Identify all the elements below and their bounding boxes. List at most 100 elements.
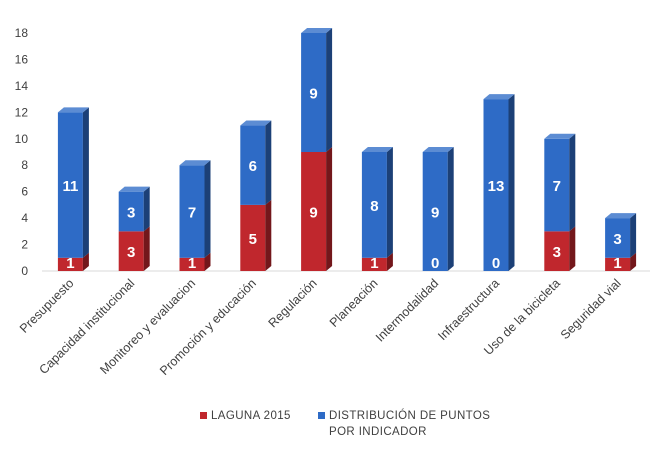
x-tick-label: Intermodalidad <box>373 276 441 344</box>
x-tick-label: Planeación <box>327 276 381 330</box>
bar-top <box>118 186 150 192</box>
bar-front <box>179 257 205 271</box>
bar-side <box>204 160 211 258</box>
bar-side <box>204 252 211 271</box>
data-label-distribucion: 3 <box>613 231 621 248</box>
x-tick-label: Infraestructura <box>435 276 502 343</box>
bar-1-laguna-2015 <box>118 226 150 271</box>
data-label-laguna-2015: 1 <box>66 255 74 272</box>
data-label-laguna-2015: 1 <box>613 255 621 272</box>
bar-3-distribucion <box>240 120 272 205</box>
y-tick-label: 8 <box>21 158 28 172</box>
bar-8-laguna-2015 <box>544 226 576 271</box>
y-tick-label: 0 <box>21 264 28 278</box>
data-label-laguna-2015: 1 <box>188 255 196 272</box>
legend-item-laguna-2015: LAGUNA 2015 <box>200 410 290 422</box>
bar-side <box>386 252 393 271</box>
data-label-laguna-2015: 0 <box>492 255 500 272</box>
bar-front <box>544 231 570 271</box>
bar-7-distribucion <box>483 94 515 271</box>
data-label-laguna-2015: 3 <box>127 244 135 261</box>
bar-top <box>483 94 515 100</box>
bar-top <box>179 160 211 166</box>
bar-side <box>82 252 89 271</box>
bar-front <box>483 99 509 271</box>
legend-label-line: POR INDICADOR <box>329 426 427 438</box>
bar-front <box>57 257 83 271</box>
data-label-distribucion: 11 <box>62 178 78 195</box>
bar-front <box>605 218 631 258</box>
data-label-laguna-2015: 1 <box>370 255 378 272</box>
bar-side <box>143 226 150 271</box>
bar-0-distribucion <box>57 107 89 258</box>
data-label-distribucion: 9 <box>431 205 439 222</box>
bar-9-distribucion <box>605 213 637 258</box>
bar-front <box>422 152 448 271</box>
bar-8-distribucion <box>544 133 576 232</box>
bar-3-laguna-2015 <box>240 199 272 271</box>
bar-5-distribucion <box>361 147 393 258</box>
bar-side <box>569 226 576 271</box>
y-tick-label: 10 <box>15 132 29 146</box>
data-label-distribucion: 3 <box>127 205 135 222</box>
bar-front <box>240 125 266 205</box>
bar-side <box>447 147 454 271</box>
legend-swatch <box>200 412 207 419</box>
bar-front <box>361 257 387 271</box>
bar-2-laguna-2015 <box>179 252 211 271</box>
bar-layer <box>57 28 637 271</box>
legend-item-distribucion: DISTRIBUCIÓN DE PUNTOS POR INDICADOR <box>318 409 490 438</box>
data-label-laguna-2015: 3 <box>553 244 561 261</box>
bar-side <box>143 186 150 232</box>
data-label-distribucion: 7 <box>188 205 196 222</box>
x-tick-label: Seguridad vial <box>558 276 624 342</box>
legend-label-line: DISTRIBUCIÓN DE PUNTOS <box>329 409 490 422</box>
bar-4-distribucion <box>301 28 333 152</box>
bar-front <box>57 112 83 258</box>
legend-label: DISTRIBUCIÓN DE PUNTOS POR INDICADOR <box>329 409 490 438</box>
y-tick-label: 2 <box>21 238 28 252</box>
data-label-distribucion: 9 <box>309 86 317 103</box>
bar-2-distribucion <box>179 160 211 258</box>
legend-swatch <box>318 412 325 419</box>
y-tick-label: 12 <box>15 105 29 119</box>
bar-side <box>386 147 393 258</box>
data-label-laguna-2015: 9 <box>309 205 317 222</box>
bar-side <box>326 147 333 271</box>
bar-side <box>326 28 333 152</box>
bar-top <box>605 213 637 219</box>
bar-side <box>630 252 637 271</box>
bar-top <box>240 120 272 126</box>
x-tick-label: Regulación <box>266 276 320 330</box>
bar-side <box>82 107 89 258</box>
y-tick-label: 16 <box>15 52 29 66</box>
bar-top <box>422 147 454 152</box>
bar-1-distribucion <box>118 186 150 232</box>
bar-6-distribucion <box>422 147 454 271</box>
data-label-laguna-2015: 5 <box>249 231 257 248</box>
x-tick-label: Presupuesto <box>17 276 77 336</box>
bar-front <box>605 257 631 271</box>
bar-0-laguna-2015 <box>57 252 89 271</box>
bar-top <box>544 133 576 139</box>
bar-side <box>265 199 272 271</box>
bar-side <box>569 133 576 232</box>
bar-front <box>301 152 327 271</box>
y-tick-label: 6 <box>21 185 28 199</box>
bar-front <box>118 191 144 232</box>
bar-top <box>57 107 89 113</box>
bar-4-laguna-2015 <box>301 147 333 271</box>
bar-front <box>361 152 387 258</box>
data-label-distribucion: 7 <box>553 178 561 195</box>
y-tick-label: 4 <box>21 211 28 225</box>
data-label-distribucion: 8 <box>370 198 378 215</box>
bar-side <box>265 120 272 205</box>
y-tick-label: 14 <box>15 79 29 93</box>
bar-front <box>179 165 205 258</box>
data-label-laguna-2015: 0 <box>431 255 439 272</box>
bar-front <box>301 33 327 152</box>
